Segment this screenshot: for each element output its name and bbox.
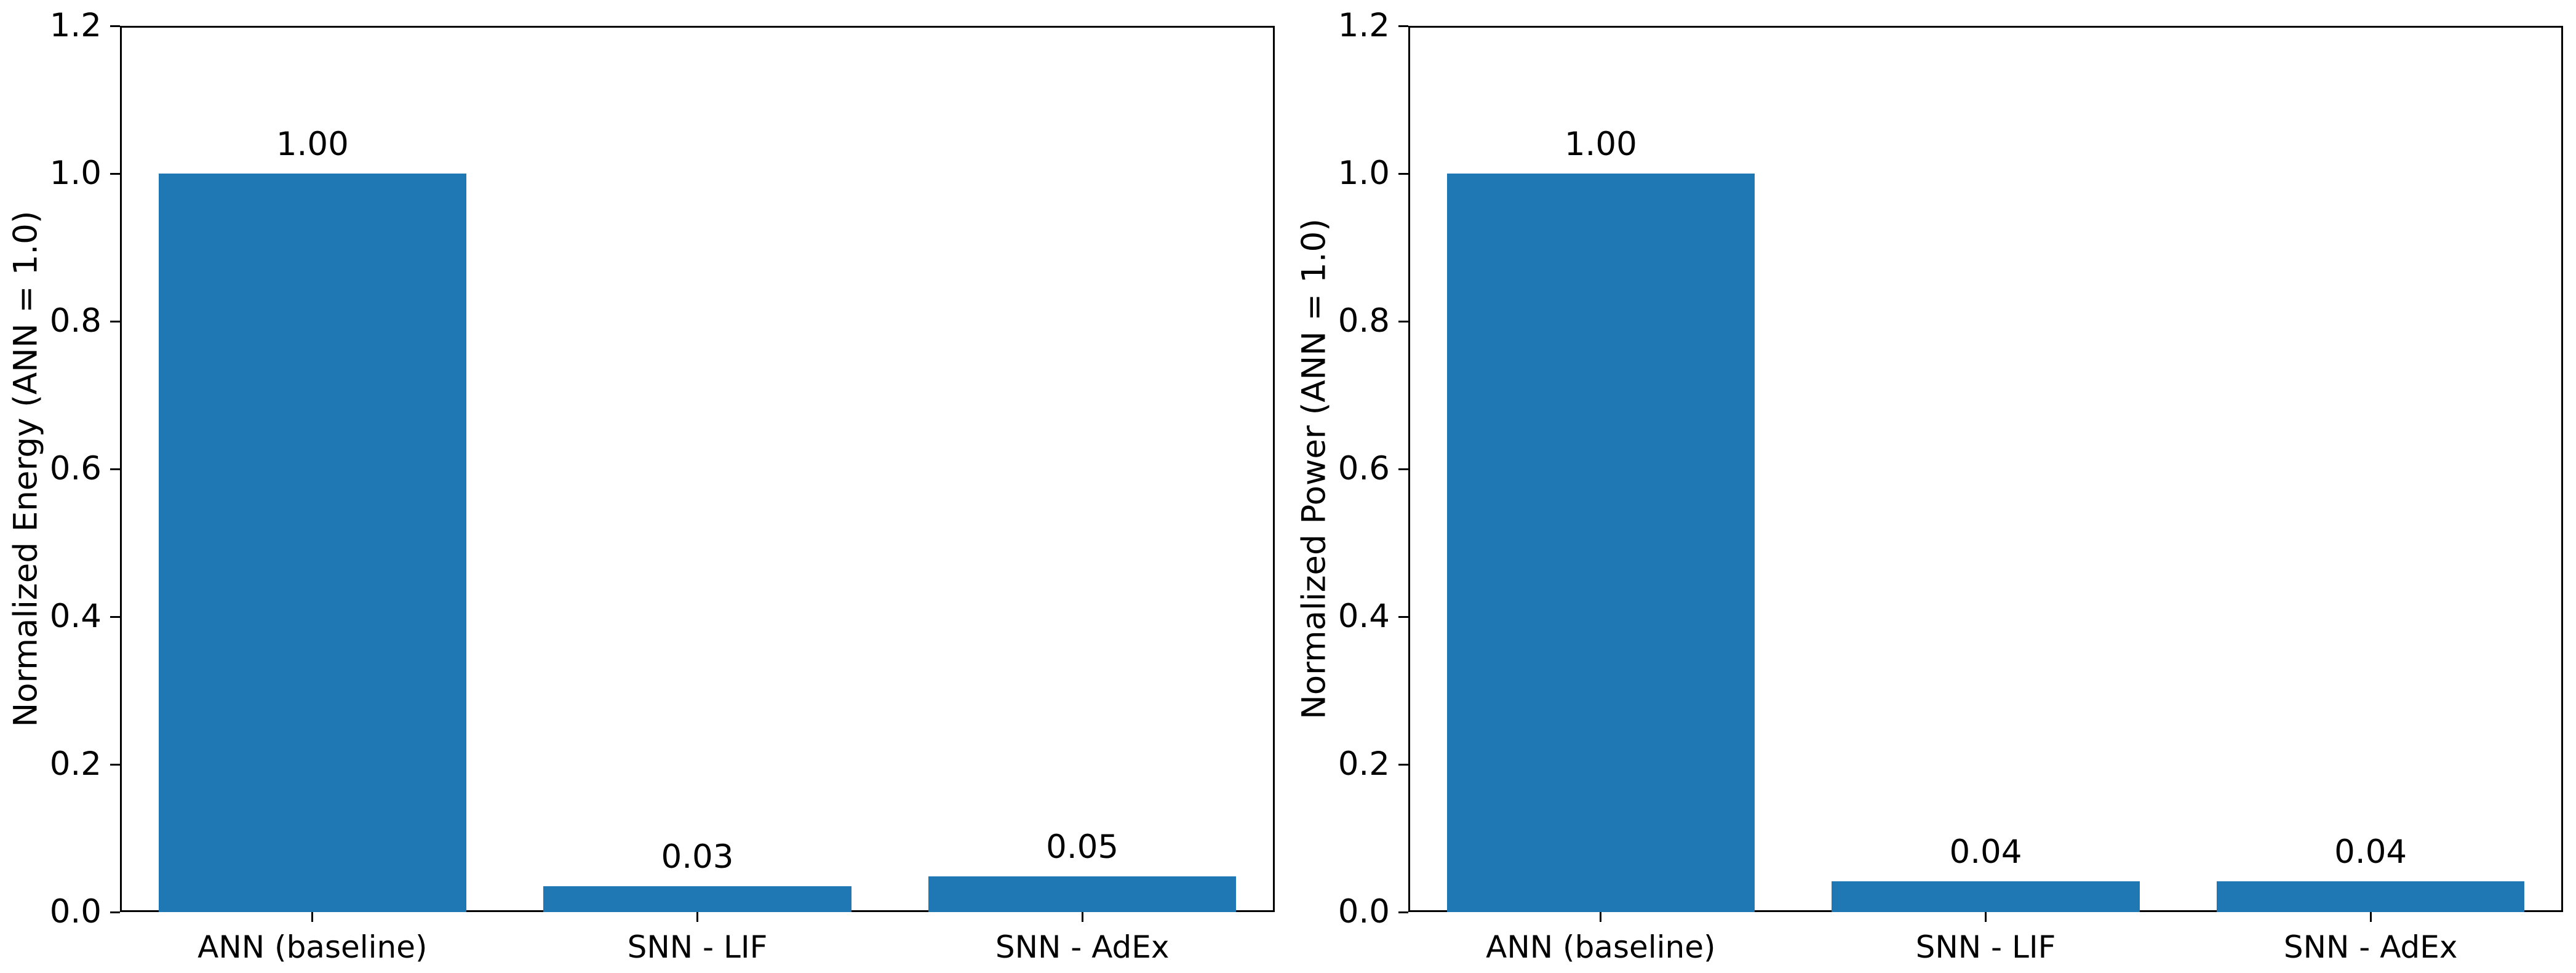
y-tick-label: 1.0 — [1338, 154, 1390, 192]
x-tick-label: SNN - LIF — [1915, 929, 2056, 965]
y-tick-label: 0.8 — [49, 302, 102, 340]
y-tick-mark — [1398, 763, 1408, 766]
y-tick-label: 0.0 — [1338, 893, 1390, 931]
x-tick-label: ANN (baseline) — [1486, 929, 1716, 965]
x-tick-mark — [1081, 912, 1083, 922]
bar-value-label: 1.00 — [276, 126, 349, 163]
chart-panel-power: Normalized Power (ANN = 1.0) 0.0 0.2 0.4 0.… — [1288, 0, 2576, 973]
x-tick-label: SNN - AdEx — [995, 929, 1170, 965]
y-tick-mark — [110, 320, 120, 322]
bar — [2216, 881, 2525, 912]
bar — [928, 876, 1237, 912]
y-tick-mark — [1398, 320, 1408, 322]
y-tick-mark — [1398, 615, 1408, 618]
x-tick-mark — [1600, 912, 1602, 922]
y-tick-label: 1.2 — [49, 7, 102, 44]
bar — [543, 886, 851, 912]
x-tick-mark — [1985, 912, 1987, 922]
y-tick-mark — [1398, 172, 1408, 175]
bar-value-label: 0.04 — [1949, 833, 2022, 871]
bar-value-label: 0.05 — [1046, 828, 1119, 867]
y-tick-mark — [1398, 468, 1408, 470]
x-tick-label: ANN (baseline) — [197, 929, 428, 965]
y-tick-label: 0.8 — [1338, 302, 1390, 340]
bar-value-label: 0.04 — [2334, 833, 2407, 871]
bar — [1446, 174, 1755, 912]
y-tick-mark — [1398, 25, 1408, 27]
y-tick-mark — [110, 172, 120, 175]
y-tick-label: 0.6 — [1338, 450, 1390, 487]
y-tick-label: 0.6 — [49, 450, 102, 487]
y-tick-label: 0.0 — [49, 893, 102, 931]
bar-value-label: 0.03 — [661, 838, 734, 876]
y-tick-label: 0.2 — [1338, 745, 1390, 783]
y-tick-label: 1.2 — [1338, 7, 1390, 44]
x-tick-label: SNN - AdEx — [2283, 929, 2458, 965]
y-tick-mark — [110, 615, 120, 618]
bar — [158, 174, 467, 912]
chart-panel-energy: Normalized Energy (ANN = 1.0) 0.0 0.2 0.4 0… — [7, 7, 1275, 965]
y-tick-label: 1.0 — [49, 154, 102, 192]
x-tick-label: SNN - LIF — [627, 929, 768, 965]
x-tick-mark — [2369, 912, 2372, 922]
y-tick-label: 0.2 — [49, 745, 102, 783]
y-tick-mark — [110, 468, 120, 470]
y-tick-mark — [110, 25, 120, 27]
y-tick-label: 0.4 — [1338, 598, 1390, 635]
y-tick-label: 0.4 — [49, 598, 102, 635]
x-tick-mark — [311, 912, 314, 922]
bar — [1832, 881, 2140, 912]
y-tick-mark — [110, 911, 120, 913]
x-tick-mark — [696, 912, 698, 922]
y-tick-mark — [1398, 911, 1408, 913]
bar-value-label: 1.00 — [1564, 126, 1637, 163]
y-tick-mark — [110, 763, 120, 766]
